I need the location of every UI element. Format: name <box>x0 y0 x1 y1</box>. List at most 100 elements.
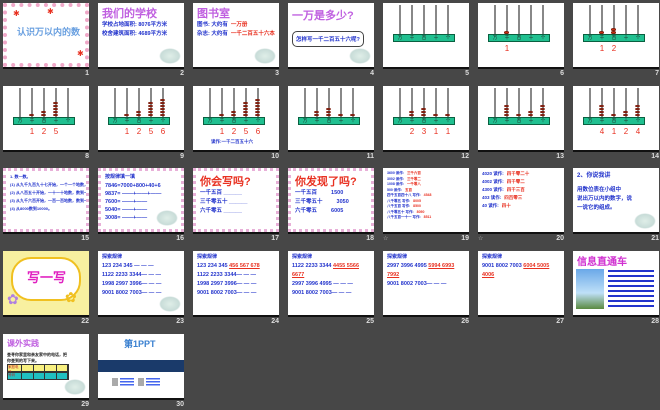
abacus-rod <box>589 87 591 118</box>
abacus-bead <box>409 110 414 114</box>
flower-icon: ✿ <box>7 291 19 308</box>
abacus-rod <box>352 87 354 118</box>
slide-thumbnail[interactable]: 写一写 ✿ ✿ <box>3 251 89 316</box>
slide-text-line: (2) 从八百五十开始，一十一十地数，数到一千零二。 <box>10 190 86 196</box>
abacus-bead <box>160 104 165 108</box>
rod-label: 个 <box>160 117 166 123</box>
text: 9001 8002 7003— — — <box>197 290 257 297</box>
abacus-bead <box>231 113 236 117</box>
slide-text-line: 4020 读作: 四千零二十 <box>482 171 529 177</box>
text: 1122 2233 3344 <box>292 263 333 270</box>
abacus-rod <box>411 5 413 35</box>
highlight-text: 四千三百 <box>506 187 525 193</box>
slide-thumbnail[interactable]: 万千百十个 <box>383 3 469 67</box>
slide-title: 探索规律 <box>387 254 408 261</box>
abacus-digit: 1 <box>433 126 439 136</box>
abacus-digit: 1 <box>611 126 617 136</box>
abacus-rod <box>447 87 449 118</box>
slide-thumbnail[interactable]: 信息直通车 <box>573 251 659 316</box>
slide-thumbnail[interactable]: 1. 数一数。 (1) 从九千九百九十七开始，一个一个地数，数到一万。 (2) 从八… <box>3 168 89 233</box>
text: 八千五百 写作: <box>387 204 411 209</box>
slide-thumbnail[interactable]: 3600 读作: 三千六百 3002 读作: 三千零二 1008 读作: 一千零八 500 … <box>383 168 469 233</box>
abacus-bead <box>635 104 640 108</box>
table-row: 家庭电话 <box>7 363 69 374</box>
slide-thumbnail[interactable]: 探索规律 123 234 345 — — — 1122 2233 3344— — —… <box>98 251 184 316</box>
slide-thumbnail[interactable]: 一万是多少? 怎样写一千二百五十六呢? <box>288 3 374 67</box>
abacus-bead <box>611 28 616 31</box>
abacus-rod <box>494 5 496 35</box>
slide-thumbnail[interactable]: 2、你说我讲 用数位表在小组中 说出万以内的数字，说 一说它的组成。 <box>573 168 659 233</box>
abacus-bead <box>219 113 224 117</box>
slide-thumbnail[interactable]: 万千百十个 <box>478 85 564 150</box>
slide-text-line: 9001 8002 7003— — — <box>387 281 446 287</box>
rod-label: 千 <box>504 35 510 40</box>
rod-label: 千 <box>219 117 225 123</box>
abacus-rod <box>613 5 615 35</box>
slide-thumbnail[interactable]: 探索规律 2997 3996 4995 5994 6993 7992 9001 800… <box>383 251 469 316</box>
abacus-digit: 6 <box>160 126 166 136</box>
slide-thumbnail[interactable]: 你发现了吗? 一千五百 1500 三千零五十 3050 六千零五 6005 <box>288 168 374 233</box>
rod-label: 千 <box>409 35 415 40</box>
flower-icon: ✱ <box>47 7 54 16</box>
abacus-digit: 1 <box>599 44 605 53</box>
slide-title: 图书室 <box>197 8 230 20</box>
text: 4020 读作: <box>482 171 504 177</box>
slide-thumbnail[interactable]: 你会写吗? 一千五百 ______ 三千零五十 ______ 六千零五 ______ <box>193 168 279 233</box>
text: 9001 8002 7003— — — <box>102 290 162 297</box>
slide-thumbnail[interactable]: 万千百十个 <box>288 85 374 150</box>
slide-thumbnail[interactable]: 探索规律 9001 8002 7003 6004 5005 4006 <box>478 251 564 316</box>
abacus-digit: 1 <box>29 126 35 136</box>
slide-number: 16 <box>176 235 184 243</box>
slide-text-line: 3008= ——+—— <box>105 215 147 221</box>
text: 1122 2233 3344— — — <box>197 272 257 279</box>
slide-thumbnail[interactable]: 第1PPT <box>98 333 184 398</box>
slide-thumbnail[interactable]: 认识万以内的数 ✱ ✱ ✱ <box>3 3 89 67</box>
abacus-bead <box>160 107 165 111</box>
slide-number: 1 <box>85 70 89 77</box>
highlight-text: 三千六百 <box>406 171 421 176</box>
abacus-bead <box>326 107 331 111</box>
slide-thumbnail[interactable]: 探索规律 123 234 345 456 567 678 1122 2233 334… <box>193 251 279 316</box>
rod-label: 十 <box>243 117 249 123</box>
text-line <box>608 285 654 288</box>
abacus-bar: 万千百十个 <box>13 116 75 125</box>
abacus-bead <box>504 107 509 111</box>
slide-number: 5 <box>465 70 469 77</box>
abacus-rod <box>542 87 544 118</box>
rod-label: 万 <box>587 117 593 123</box>
table-cell <box>57 364 68 371</box>
text: 2997 3996 4995 — — — <box>292 281 353 288</box>
rod-label: 个 <box>255 117 261 123</box>
slide-thumbnail[interactable]: 按规律填一填 7846=7000+800+40+6 9837= ——+——+—— 76… <box>98 168 184 233</box>
abacus-rod <box>138 87 140 118</box>
slide-number: 3 <box>275 70 279 77</box>
abacus-bead <box>504 110 509 114</box>
slide-number: 14 <box>651 152 659 160</box>
slide-thumbnail[interactable]: 图书室 图书: 大约有 一万册 杂志: 大约有 一千二百五十六本 <box>193 3 279 67</box>
slide-thumbnail[interactable]: 我们的学校 学校占地面积: 8076平方米 校舍建筑面积: 4689平方米 <box>98 3 184 67</box>
slide-text-line: 八千五百一十一 写作: 8511 <box>387 215 431 220</box>
rod-label: 百 <box>231 117 237 123</box>
slide-thumbnail[interactable]: 1 万 千 百 十 个 <box>478 3 564 67</box>
text: 9837= ——+——+—— <box>105 191 162 198</box>
slide-thumbnail[interactable]: 探索规律 1122 2233 3344 4455 5566 6677 2997 399… <box>288 251 374 316</box>
slide-text-line: 用数位表在小组中 <box>577 185 621 193</box>
slide-text-line: 3002 读作: 三千零二 <box>387 177 421 182</box>
slide-text-line: 一千五百 ______ <box>200 188 242 196</box>
cloud-decoration <box>254 48 276 64</box>
text: 用数位表在小组中 <box>577 187 622 194</box>
slide-thumbnail[interactable]: 4020 读作: 四千零二十 4002 读作: 四千零二 4300 读作: 四千三百 403… <box>478 168 564 233</box>
slide-thumbnail[interactable]: 1 2 5 6 万千百十个读作:一千二百五十六 <box>193 85 279 150</box>
abacus-bead <box>326 113 331 117</box>
abacus-bead <box>255 113 260 117</box>
abacus-bead <box>41 113 46 117</box>
abacus-bead <box>504 31 509 34</box>
abacus-bead <box>53 104 58 108</box>
abacus-rod <box>399 5 401 35</box>
